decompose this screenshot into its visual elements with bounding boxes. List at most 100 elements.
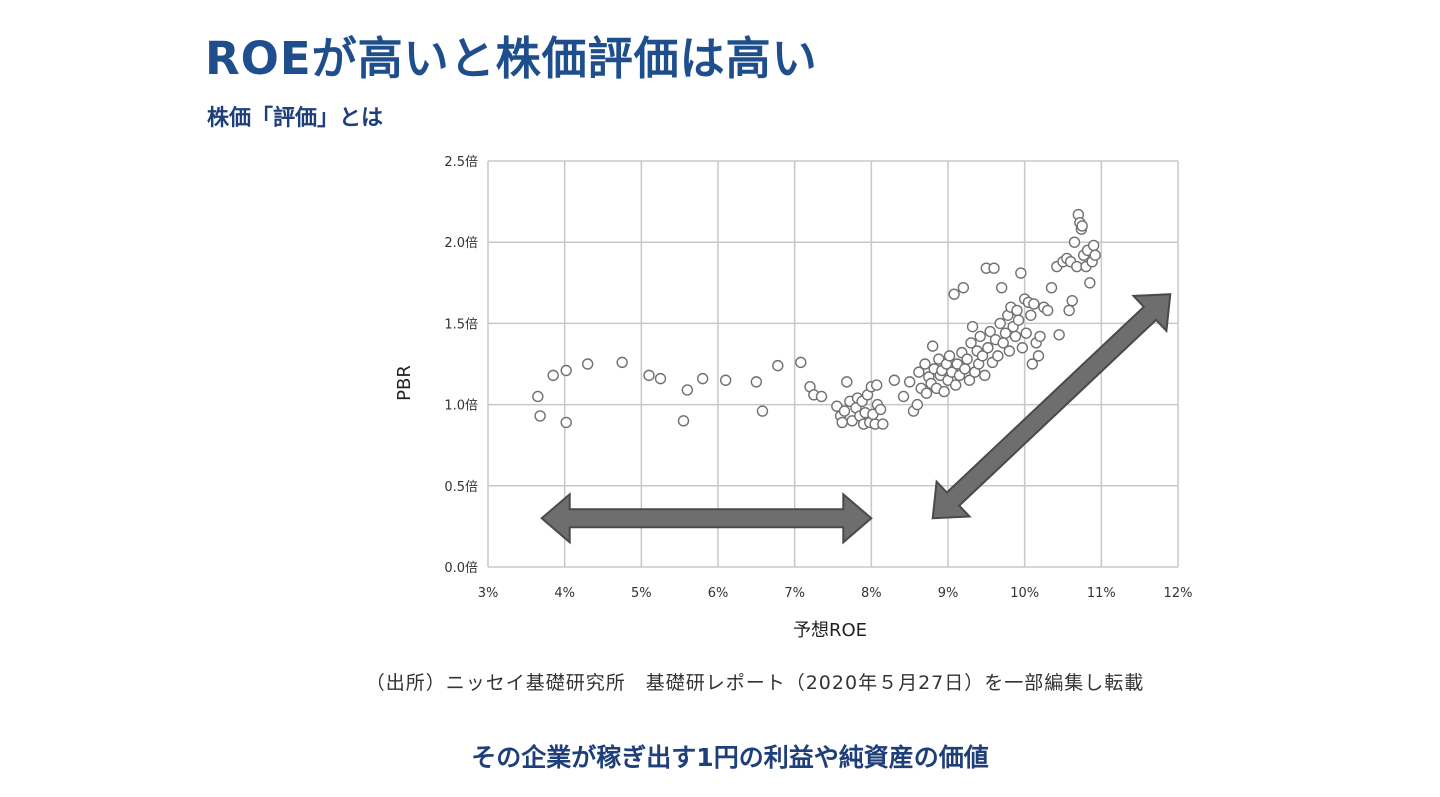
x-tick-label: 6% (708, 586, 729, 601)
data-point (948, 288, 960, 300)
y-tick-label: 2.5倍 (444, 155, 478, 170)
data-point (1016, 342, 1029, 354)
data-point (795, 356, 807, 369)
x-axis-label: 予想ROE (793, 620, 867, 641)
data-point (963, 374, 976, 386)
data-point (903, 376, 916, 388)
data-point (1087, 239, 1100, 252)
data-point (838, 405, 851, 417)
x-tick-label: 3% (478, 586, 499, 601)
data-point (897, 390, 910, 403)
data-point (919, 358, 931, 370)
x-tick-label: 7% (784, 586, 805, 601)
data-point (938, 385, 950, 398)
data-point (1020, 327, 1032, 339)
data-point (1068, 236, 1081, 248)
data-point (581, 358, 594, 370)
data-point (616, 356, 628, 369)
y-tick-label: 0.5倍 (444, 480, 478, 495)
data-point (966, 320, 979, 333)
data-point (965, 337, 977, 349)
data-point (1012, 314, 1025, 326)
data-point (1025, 309, 1037, 321)
source-note: （出所）ニッセイ基礎研究所 基礎研レポート（2020年５月27日）を一部編集し転… (365, 672, 1145, 694)
data-point (961, 353, 973, 365)
x-tick-label: 12% (1164, 586, 1193, 601)
data-point (654, 372, 667, 385)
data-point (1089, 249, 1101, 261)
data-point (1028, 298, 1040, 310)
data-point (532, 390, 544, 403)
y-tick-label: 0.0倍 (444, 561, 478, 576)
y-axis-label: PBR (394, 365, 415, 401)
x-tick-label: 9% (938, 586, 959, 601)
data-point (988, 262, 1000, 274)
data-point (750, 376, 763, 388)
double-arrow (931, 293, 1172, 520)
chart-points (532, 208, 1101, 430)
data-point (1026, 358, 1039, 370)
x-tick-label: 11% (1087, 586, 1116, 601)
data-point (1009, 330, 1022, 343)
data-point (1066, 294, 1078, 307)
x-tick-label: 4% (554, 586, 575, 601)
data-point (995, 281, 1008, 294)
data-point (877, 418, 889, 430)
slide-subtitle: 株価「評価」とは (207, 106, 384, 131)
data-point (994, 317, 1006, 330)
data-point (982, 342, 994, 354)
data-point (1011, 304, 1023, 317)
data-point (874, 403, 887, 416)
data-point (999, 327, 1012, 339)
data-point (992, 350, 1004, 362)
data-point (1084, 277, 1096, 289)
data-point (756, 405, 769, 417)
data-point (534, 410, 546, 422)
chart-tick-labels: 3% 4% 5% 6% 7% 8% 9% 10% 11% 12% 0.0倍 0.5倍 1.0倍 1.5倍 2… (444, 155, 1192, 601)
data-point (926, 340, 939, 352)
data-point (547, 369, 559, 382)
data-point (957, 281, 970, 294)
data-point (1076, 220, 1088, 232)
data-point (677, 415, 690, 427)
data-point (888, 374, 901, 386)
data-point (976, 350, 989, 362)
data-point (920, 387, 933, 399)
data-point (719, 374, 732, 386)
data-point (1034, 330, 1046, 343)
data-point (836, 416, 848, 429)
data-point (974, 330, 986, 343)
data-point (911, 398, 924, 411)
data-point (696, 372, 709, 385)
data-point (560, 364, 572, 377)
y-tick-label: 1.0倍 (444, 399, 478, 414)
data-point (1045, 281, 1058, 294)
data-point (772, 359, 784, 372)
chart-arrows (540, 293, 1172, 545)
data-point (1041, 304, 1054, 317)
data-point (959, 363, 971, 375)
bottom-caption: その企業が稼ぎ出す1円の利益や純資産の価値 (471, 743, 989, 772)
data-point (1063, 304, 1075, 317)
data-point (913, 366, 925, 378)
x-tick-label: 8% (861, 586, 882, 601)
x-tick-label: 10% (1010, 586, 1039, 601)
y-tick-label: 2.0倍 (444, 236, 478, 251)
double-arrow (540, 492, 873, 545)
data-point (949, 379, 962, 391)
data-point (1032, 350, 1045, 362)
data-point (643, 369, 655, 382)
data-point (1003, 345, 1016, 357)
data-point (871, 379, 883, 391)
data-point (984, 325, 996, 338)
x-tick-label: 5% (631, 586, 652, 601)
slide-title: ROEが高いと株価評価は高い (205, 32, 818, 85)
data-point (1015, 267, 1027, 279)
data-point (815, 390, 828, 403)
data-point (681, 384, 694, 396)
y-tick-label: 1.5倍 (444, 317, 478, 332)
data-point (560, 416, 572, 429)
data-point (979, 369, 991, 382)
data-point (841, 376, 853, 388)
